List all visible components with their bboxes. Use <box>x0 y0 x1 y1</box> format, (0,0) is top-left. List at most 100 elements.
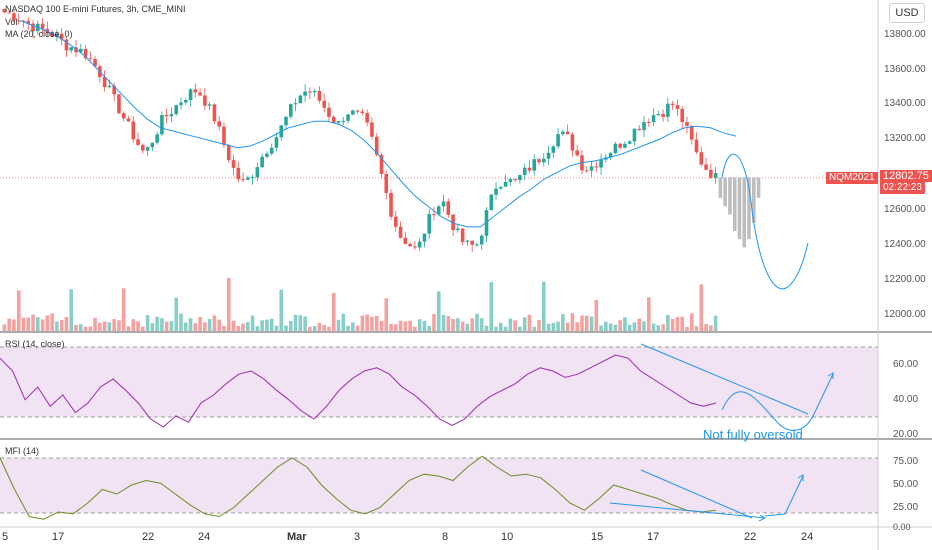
candle[interactable] <box>513 179 517 181</box>
candle[interactable] <box>164 115 169 117</box>
candle[interactable] <box>236 167 241 180</box>
candle[interactable] <box>102 77 107 88</box>
candle[interactable] <box>575 150 579 156</box>
projected-bar[interactable] <box>732 177 737 231</box>
candle[interactable] <box>374 136 379 155</box>
rsi-trendline[interactable] <box>640 343 809 415</box>
candle[interactable] <box>21 20 26 22</box>
candle[interactable] <box>255 167 260 178</box>
candle[interactable] <box>666 103 670 117</box>
candle[interactable] <box>126 118 131 122</box>
candle[interactable] <box>408 243 412 247</box>
candle[interactable] <box>417 241 422 248</box>
candle[interactable] <box>389 192 393 217</box>
candle[interactable] <box>432 214 436 216</box>
candle[interactable] <box>93 58 97 67</box>
candle[interactable] <box>336 121 341 123</box>
candle[interactable] <box>160 115 164 135</box>
candle[interactable] <box>360 111 365 114</box>
candle[interactable] <box>117 94 121 114</box>
candle[interactable] <box>198 92 202 96</box>
candle[interactable] <box>570 134 575 151</box>
candle[interactable] <box>78 48 83 53</box>
candle[interactable] <box>647 121 651 123</box>
candle[interactable] <box>642 121 646 131</box>
candle[interactable] <box>541 158 546 163</box>
candle[interactable] <box>637 128 642 131</box>
candle[interactable] <box>680 108 684 123</box>
candle[interactable] <box>475 244 479 246</box>
candle[interactable] <box>422 233 427 242</box>
volume-legend[interactable]: Vol <box>5 17 18 27</box>
candle[interactable] <box>136 139 140 145</box>
projected-bar[interactable] <box>756 177 761 198</box>
candle[interactable] <box>403 237 408 244</box>
candle[interactable] <box>694 139 699 153</box>
candle[interactable] <box>699 152 704 165</box>
candle[interactable] <box>522 167 527 176</box>
candle[interactable] <box>107 85 112 88</box>
candle[interactable] <box>546 152 551 159</box>
candle[interactable] <box>169 114 174 117</box>
candle[interactable] <box>145 147 150 151</box>
candle[interactable] <box>207 104 212 106</box>
candle[interactable] <box>179 102 183 106</box>
candle[interactable] <box>584 170 589 172</box>
candle[interactable] <box>193 89 198 93</box>
candle[interactable] <box>589 166 594 171</box>
candle[interactable] <box>527 167 532 171</box>
candle[interactable] <box>599 159 603 168</box>
candle[interactable] <box>427 214 431 234</box>
candle[interactable] <box>222 126 226 145</box>
candle[interactable] <box>675 105 680 109</box>
rsi-projection-arrow[interactable] <box>814 373 834 413</box>
candle[interactable] <box>685 122 689 126</box>
ma-legend[interactable]: MA (20, close, 0) <box>5 29 73 39</box>
candle[interactable] <box>713 172 718 178</box>
candle[interactable] <box>556 134 560 147</box>
projected-bar[interactable] <box>752 177 756 223</box>
candle[interactable] <box>88 58 93 60</box>
candle[interactable] <box>413 246 417 248</box>
candle[interactable] <box>121 113 126 119</box>
candle[interactable] <box>460 228 465 242</box>
candle[interactable] <box>155 134 159 143</box>
candle[interactable] <box>260 156 264 168</box>
candle[interactable] <box>661 114 665 117</box>
candle[interactable] <box>518 175 522 181</box>
candle[interactable] <box>55 33 59 37</box>
candle[interactable] <box>623 143 627 148</box>
candle[interactable] <box>327 107 331 117</box>
candle[interactable] <box>31 23 35 32</box>
candle[interactable] <box>499 186 503 189</box>
candle[interactable] <box>704 164 708 170</box>
candle[interactable] <box>217 121 221 127</box>
candle[interactable] <box>203 95 207 106</box>
candle[interactable] <box>398 226 403 238</box>
candle[interactable] <box>231 160 236 168</box>
candle[interactable] <box>551 146 556 153</box>
candle[interactable] <box>226 144 231 161</box>
candle[interactable] <box>183 99 188 103</box>
projected-bar[interactable] <box>742 177 747 248</box>
mfi-legend[interactable]: MFI (14) <box>5 446 40 456</box>
candle[interactable] <box>293 103 298 105</box>
candle[interactable] <box>265 153 269 157</box>
candle[interactable] <box>479 235 484 245</box>
candle[interactable] <box>59 33 64 40</box>
candle[interactable] <box>508 179 513 182</box>
candle[interactable] <box>436 206 441 215</box>
candle[interactable] <box>503 181 508 187</box>
candle[interactable] <box>212 104 217 122</box>
candle[interactable] <box>379 154 384 174</box>
projected-bar[interactable] <box>737 177 742 240</box>
candle[interactable] <box>269 147 274 154</box>
candle[interactable] <box>83 48 88 59</box>
candle[interactable] <box>341 120 346 122</box>
candle[interactable] <box>441 201 446 207</box>
candle[interactable] <box>312 90 317 93</box>
candle[interactable] <box>289 104 293 117</box>
candle[interactable] <box>709 169 713 178</box>
candle[interactable] <box>284 116 288 126</box>
